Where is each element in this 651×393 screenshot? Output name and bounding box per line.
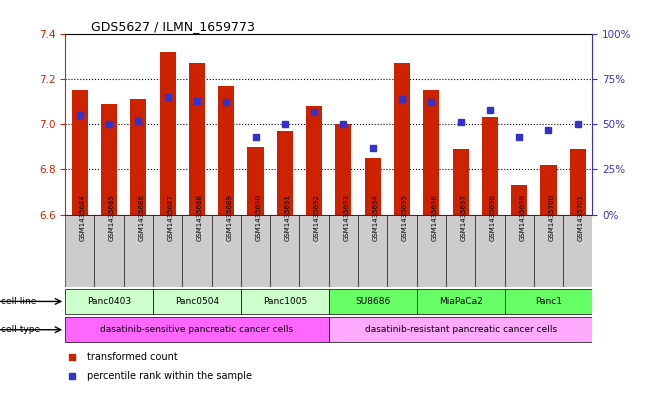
Bar bbox=[505, 289, 592, 314]
Bar bbox=[101, 104, 117, 215]
Bar bbox=[563, 215, 592, 287]
Bar bbox=[335, 124, 352, 215]
Bar bbox=[329, 317, 592, 342]
Bar bbox=[387, 215, 417, 287]
Text: cell line: cell line bbox=[1, 297, 36, 306]
Text: GSM1435685: GSM1435685 bbox=[109, 194, 115, 241]
Bar bbox=[182, 215, 212, 287]
Bar bbox=[358, 215, 387, 287]
Text: cell type: cell type bbox=[1, 325, 40, 334]
Bar bbox=[65, 289, 153, 314]
Text: Panc0504: Panc0504 bbox=[175, 297, 219, 306]
Bar bbox=[505, 215, 534, 287]
Text: GSM1435697: GSM1435697 bbox=[460, 194, 467, 241]
Text: GSM1435700: GSM1435700 bbox=[548, 194, 555, 241]
Text: GSM1435695: GSM1435695 bbox=[402, 194, 408, 241]
Text: GSM1435699: GSM1435699 bbox=[519, 194, 525, 241]
Text: SU8686: SU8686 bbox=[355, 297, 391, 306]
Bar bbox=[446, 215, 475, 287]
Text: GSM1435689: GSM1435689 bbox=[227, 194, 232, 241]
Bar bbox=[159, 52, 176, 215]
Bar bbox=[329, 289, 417, 314]
Bar bbox=[534, 215, 563, 287]
Bar bbox=[270, 215, 299, 287]
Bar bbox=[65, 317, 329, 342]
Text: GDS5627 / ILMN_1659773: GDS5627 / ILMN_1659773 bbox=[91, 20, 255, 33]
Bar bbox=[570, 149, 586, 215]
Text: Panc1005: Panc1005 bbox=[263, 297, 307, 306]
Bar bbox=[130, 99, 146, 215]
Bar bbox=[94, 215, 124, 287]
Bar bbox=[417, 289, 505, 314]
Bar bbox=[394, 63, 410, 215]
Bar bbox=[212, 215, 241, 287]
Text: GSM1435691: GSM1435691 bbox=[285, 194, 291, 241]
Bar bbox=[452, 149, 469, 215]
Text: dasatinib-sensitive pancreatic cancer cells: dasatinib-sensitive pancreatic cancer ce… bbox=[100, 325, 294, 334]
Bar bbox=[277, 131, 293, 215]
Bar bbox=[306, 106, 322, 215]
Text: MiaPaCa2: MiaPaCa2 bbox=[439, 297, 482, 306]
Text: GSM1435692: GSM1435692 bbox=[314, 194, 320, 241]
Bar bbox=[329, 215, 358, 287]
Bar bbox=[299, 215, 329, 287]
Text: GSM1435694: GSM1435694 bbox=[372, 194, 379, 241]
Bar bbox=[241, 289, 329, 314]
Bar bbox=[189, 63, 205, 215]
Bar bbox=[511, 185, 527, 215]
Text: GSM1435693: GSM1435693 bbox=[344, 194, 350, 241]
Text: dasatinib-resistant pancreatic cancer cells: dasatinib-resistant pancreatic cancer ce… bbox=[365, 325, 557, 334]
Bar bbox=[218, 86, 234, 215]
Text: GSM1435684: GSM1435684 bbox=[79, 194, 86, 241]
Text: GSM1435688: GSM1435688 bbox=[197, 194, 203, 241]
Text: GSM1435696: GSM1435696 bbox=[431, 194, 437, 241]
Bar bbox=[365, 158, 381, 215]
Bar bbox=[417, 215, 446, 287]
Text: GSM1435690: GSM1435690 bbox=[255, 194, 262, 241]
Bar bbox=[124, 215, 153, 287]
Bar bbox=[423, 90, 439, 215]
Bar bbox=[482, 118, 498, 215]
Text: GSM1435698: GSM1435698 bbox=[490, 194, 496, 241]
Bar bbox=[72, 90, 88, 215]
Bar bbox=[241, 215, 270, 287]
Bar bbox=[153, 215, 182, 287]
Text: GSM1435686: GSM1435686 bbox=[138, 194, 145, 241]
Text: Panc0403: Panc0403 bbox=[87, 297, 131, 306]
Text: GSM1435701: GSM1435701 bbox=[577, 194, 584, 241]
Bar bbox=[540, 165, 557, 215]
Text: percentile rank within the sample: percentile rank within the sample bbox=[87, 371, 252, 382]
Text: transformed count: transformed count bbox=[87, 351, 178, 362]
Text: Panc1: Panc1 bbox=[535, 297, 562, 306]
Bar bbox=[475, 215, 505, 287]
Text: GSM1435687: GSM1435687 bbox=[168, 194, 174, 241]
Bar bbox=[153, 289, 241, 314]
Bar bbox=[65, 215, 94, 287]
Bar bbox=[247, 147, 264, 215]
